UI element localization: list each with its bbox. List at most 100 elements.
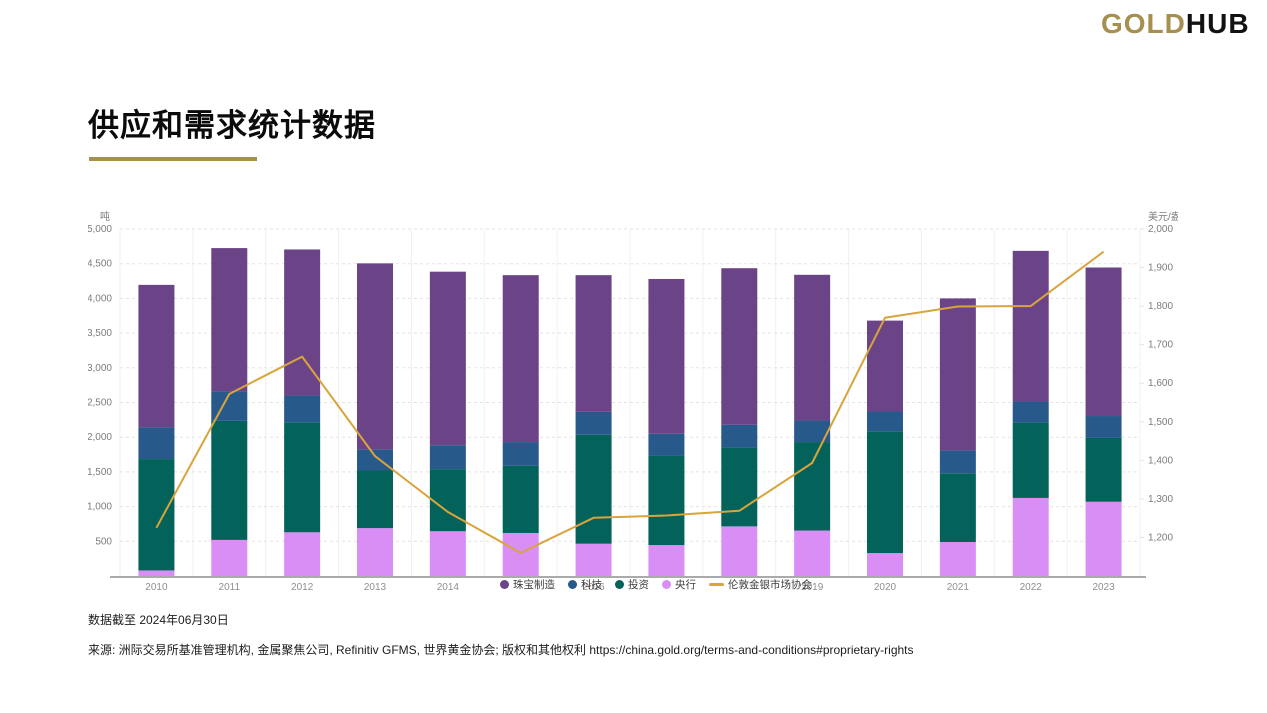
bar-segment-珠宝制造-2015[interactable] (502, 275, 539, 443)
bar-segment-科技-2019[interactable] (794, 420, 831, 443)
bar-segment-珠宝制造-2023[interactable] (1085, 267, 1122, 417)
bar-segment-央行-2012[interactable] (284, 532, 321, 576)
legend-label: 科技 (581, 578, 602, 591)
bar-segment-央行-2015[interactable] (502, 532, 539, 576)
x-axis-label-2020: 2020 (874, 582, 897, 593)
bar-segment-珠宝制造-2018[interactable] (721, 268, 758, 425)
right-axis-tick-label: 1,400 (1148, 455, 1173, 466)
page-title: 供应和需求统计数据 (88, 108, 376, 143)
bar-segment-珠宝制造-2020[interactable] (867, 320, 903, 412)
bar-segment-科技-2013[interactable] (357, 449, 393, 471)
bar-segment-央行-2013[interactable] (357, 528, 393, 576)
x-axis-label-2013: 2013 (364, 582, 387, 593)
bar-segment-投资-2021[interactable] (939, 473, 976, 542)
x-axis-label-2016: 2016 (582, 582, 605, 593)
bar-segment-投资-2011[interactable] (211, 420, 248, 540)
x-axis-label-2014: 2014 (437, 582, 460, 593)
bar-segment-科技-2021[interactable] (939, 450, 976, 474)
bar-segment-央行-2022[interactable] (1012, 497, 1049, 576)
technology-swatch-icon (568, 579, 577, 589)
bar-segment-央行-2016[interactable] (575, 543, 612, 576)
legend-item-investment[interactable]: 投资 (615, 577, 649, 592)
price-line-swatch-icon (709, 582, 724, 586)
legend-item-technology[interactable]: 科技 (568, 577, 602, 592)
bar-segment-珠宝制造-2012[interactable] (284, 249, 321, 396)
left-axis-tick-label: 1,000 (88, 502, 112, 513)
central-bank-swatch-icon (662, 579, 671, 589)
bar-segment-央行-2011[interactable] (211, 539, 248, 576)
right-axis-tick-label: 1,900 (1148, 263, 1173, 274)
price-line (155, 250, 1105, 554)
legend-item-lbma-price[interactable]: 伦敦金银市场协会 (709, 577, 812, 592)
bar-segment-珠宝制造-2021[interactable] (939, 298, 976, 451)
right-axis-unit: 美元/盎司 (1148, 212, 1178, 223)
logo-hub-text: HUB (1185, 8, 1250, 39)
x-axis-label-2011: 2011 (219, 582, 241, 593)
bar-segment-珠宝制造-2011[interactable] (211, 248, 248, 392)
right-axis-tick-label: 1,500 (1148, 417, 1173, 428)
data-as-of-note: 数据截至 2024年06月30日 (88, 613, 229, 627)
right-axis-tick-label: 1,700 (1148, 340, 1173, 351)
bar-segment-投资-2022[interactable] (1012, 422, 1049, 498)
bar-segment-科技-2014[interactable] (429, 445, 466, 470)
bar-segment-科技-2016[interactable] (575, 411, 612, 435)
investment-swatch-icon (615, 579, 624, 589)
bar-segment-珠宝制造-2014[interactable] (429, 271, 466, 446)
bar-segment-投资-2014[interactable] (429, 469, 466, 532)
bar-segment-珠宝制造-2019[interactable] (794, 274, 831, 421)
bar-segment-央行-2020[interactable] (867, 553, 903, 576)
legend-label: 央行 (675, 578, 696, 591)
bar-segment-投资-2012[interactable] (284, 422, 321, 533)
bar-segment-投资-2019[interactable] (794, 442, 831, 531)
bar-segment-科技-2012[interactable] (284, 395, 321, 423)
bar-segment-科技-2017[interactable] (648, 433, 685, 456)
bar-segment-珠宝制造-2013[interactable] (357, 263, 393, 450)
bar-segment-投资-2020[interactable] (867, 431, 903, 554)
bar-segment-珠宝制造-2010[interactable] (138, 284, 175, 428)
bar-segment-央行-2021[interactable] (939, 541, 976, 576)
bar-segment-科技-2010[interactable] (138, 427, 175, 460)
bar-segment-央行-2023[interactable] (1085, 501, 1122, 576)
bar-segment-科技-2015[interactable] (502, 442, 539, 466)
x-axis-label-2022: 2022 (1020, 582, 1043, 593)
bar-segment-科技-2022[interactable] (1012, 401, 1049, 423)
right-axis-tick-label: 2,000 (1148, 224, 1173, 235)
bar-segment-投资-2017[interactable] (648, 455, 685, 546)
left-axis-tick-label: 4,000 (88, 293, 112, 304)
bar-segment-珠宝制造-2017[interactable] (648, 278, 685, 434)
bar-segment-投资-2023[interactable] (1085, 437, 1122, 502)
source-note: 来源: 洲际交易所基准管理机构, 金属聚焦公司, Refinitiv GFMS,… (88, 643, 914, 657)
bar-segment-投资-2016[interactable] (575, 434, 612, 544)
left-axis-tick-label: 2,000 (88, 432, 112, 443)
left-axis-tick-label: 4,500 (88, 259, 112, 270)
left-axis-tick-label: 3,500 (88, 328, 112, 339)
bar-segment-科技-2023[interactable] (1085, 416, 1122, 438)
right-axis-tick-label: 1,300 (1148, 494, 1173, 505)
bar-segment-投资-2010[interactable] (138, 459, 175, 571)
left-axis-tick-label: 3,000 (88, 363, 112, 374)
bar-segment-投资-2013[interactable] (357, 470, 393, 529)
left-axis-tick-label: 500 (95, 536, 112, 547)
bar-segment-珠宝制造-2022[interactable] (1012, 250, 1049, 402)
title-underline (89, 157, 257, 161)
legend-item-central-bank[interactable]: 央行 (662, 577, 696, 592)
bar-segment-科技-2018[interactable] (721, 424, 758, 448)
bar-segment-央行-2014[interactable] (429, 531, 466, 576)
bar-segment-央行-2010[interactable] (138, 570, 175, 576)
logo-gold-text: GOLD (1101, 8, 1186, 39)
legend-item-jewellery[interactable]: 珠宝制造 (500, 577, 555, 592)
chart-legend: 珠宝制造 科技 投资 央行 伦敦金银市场协会 (500, 577, 812, 591)
bar-segment-投资-2018[interactable] (721, 447, 758, 527)
bar-segment-投资-2015[interactable] (502, 465, 539, 533)
bar-segment-科技-2020[interactable] (867, 411, 903, 432)
bar-segment-央行-2017[interactable] (648, 545, 685, 576)
bar-segment-央行-2019[interactable] (794, 530, 831, 576)
x-axis-label-2012: 2012 (291, 582, 314, 593)
x-axis-label-2021: 2021 (947, 582, 970, 593)
bar-segment-珠宝制造-2016[interactable] (575, 275, 612, 412)
combo-chart-canvas: 500 1,000 1,500 2,000 2,500 3,000 3,500 4,000 4,… (88, 224, 1173, 593)
supply-demand-chart: 500 1,000 1,500 2,000 2,500 3,000 3,500 4,000 4,… (88, 198, 1178, 600)
legend-label: 珠宝制造 (513, 578, 555, 591)
bar-segment-央行-2018[interactable] (721, 526, 758, 576)
